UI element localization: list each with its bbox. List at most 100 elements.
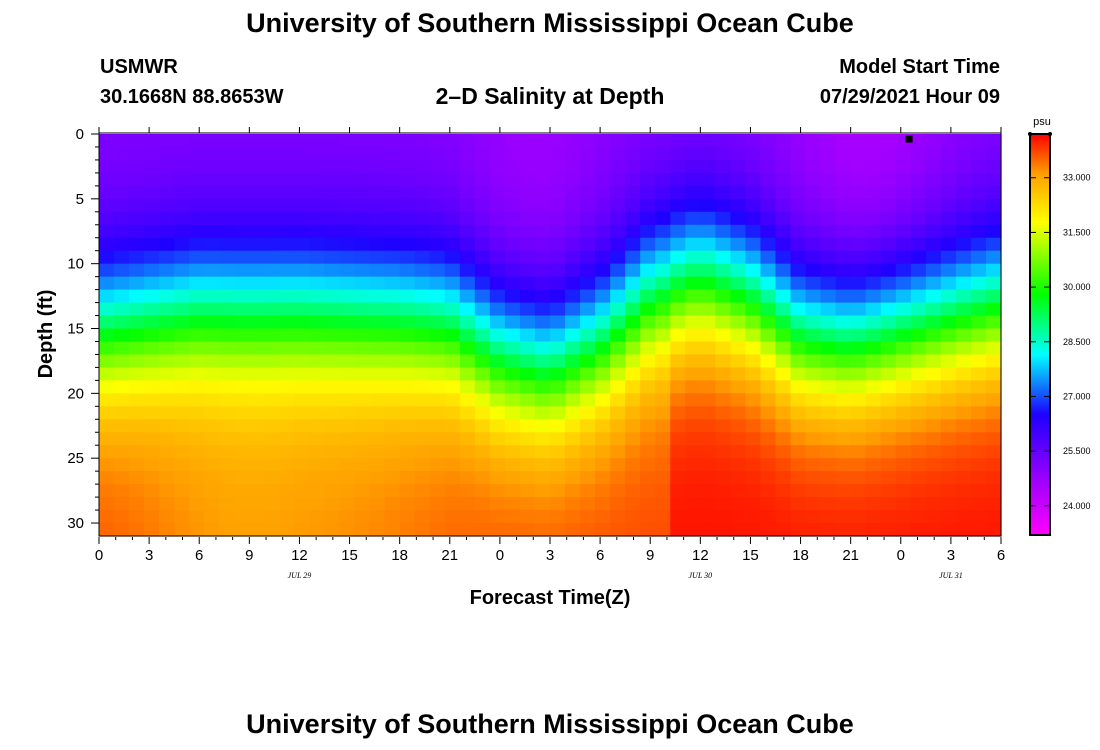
heatmap-cell bbox=[504, 250, 521, 265]
heatmap-cell bbox=[670, 380, 686, 394]
heatmap-cell bbox=[730, 367, 747, 381]
heatmap-cell bbox=[910, 185, 927, 200]
heatmap-cell bbox=[219, 224, 235, 239]
heatmap-cell bbox=[745, 341, 762, 356]
heatmap-cell bbox=[715, 146, 731, 161]
heatmap-cell bbox=[159, 445, 175, 459]
heatmap-cell bbox=[760, 328, 777, 343]
heatmap-cell bbox=[655, 354, 671, 369]
heatmap-cell bbox=[399, 406, 416, 420]
heatmap-cell bbox=[640, 289, 656, 304]
heatmap-cell bbox=[519, 484, 536, 498]
heatmap-cell bbox=[204, 471, 220, 485]
heatmap-cell bbox=[955, 211, 972, 226]
heatmap-cell bbox=[414, 471, 431, 485]
heatmap-cell bbox=[414, 523, 431, 537]
heatmap-cell bbox=[474, 380, 491, 394]
colorbar-tick-label: 28.500 bbox=[1063, 337, 1091, 347]
heatmap-cell bbox=[114, 328, 130, 343]
heatmap-cell bbox=[534, 302, 551, 317]
heatmap-cell bbox=[985, 471, 1002, 485]
heatmap-cell bbox=[715, 523, 731, 537]
heatmap-cell bbox=[880, 276, 897, 291]
heatmap-cell bbox=[685, 393, 701, 407]
heatmap-cell bbox=[700, 315, 716, 330]
heatmap-cells bbox=[99, 134, 1002, 537]
heatmap-cell bbox=[144, 250, 160, 265]
heatmap-cell bbox=[249, 341, 265, 356]
heatmap-cell bbox=[429, 134, 446, 148]
heatmap-cell bbox=[219, 146, 235, 161]
heatmap-cell bbox=[790, 510, 807, 524]
heatmap-cell bbox=[955, 276, 972, 291]
heatmap-cell bbox=[354, 224, 371, 239]
heatmap-cell bbox=[234, 367, 250, 381]
heatmap-cell bbox=[835, 484, 852, 498]
heatmap-cell bbox=[249, 263, 265, 278]
heatmap-cell bbox=[339, 289, 356, 304]
heatmap-cell bbox=[565, 497, 581, 511]
heatmap-cell bbox=[730, 354, 747, 369]
title-bottom: University of Southern Mississippi Ocean… bbox=[246, 709, 854, 739]
heatmap-cell bbox=[745, 419, 762, 433]
heatmap-cell bbox=[670, 263, 686, 278]
heatmap-cell bbox=[114, 134, 130, 148]
heatmap-cell bbox=[730, 250, 747, 265]
heatmap-cell bbox=[279, 198, 296, 213]
heatmap-cell bbox=[910, 211, 927, 226]
heatmap-cell bbox=[129, 159, 145, 174]
heatmap-cell bbox=[234, 354, 250, 369]
heatmap-cell bbox=[399, 146, 416, 161]
heatmap-cell bbox=[414, 302, 431, 317]
heatmap-cell bbox=[354, 419, 371, 433]
heatmap-cell bbox=[865, 185, 882, 200]
heatmap-cell bbox=[339, 497, 356, 511]
heatmap-cell bbox=[670, 445, 686, 459]
heatmap-cell bbox=[745, 380, 762, 394]
heatmap-cell bbox=[324, 172, 341, 187]
heatmap-cell bbox=[985, 328, 1002, 343]
heatmap-cell bbox=[835, 510, 852, 524]
heatmap-cell bbox=[595, 328, 611, 343]
heatmap-cell bbox=[534, 146, 551, 161]
heatmap-cell bbox=[565, 328, 581, 343]
heatmap-cell bbox=[519, 367, 536, 381]
heatmap-cell bbox=[369, 237, 386, 252]
heatmap-cell bbox=[264, 471, 280, 485]
heatmap-cell bbox=[940, 315, 957, 330]
heatmap-cell bbox=[640, 211, 656, 226]
heatmap-cell bbox=[625, 432, 641, 446]
heatmap-cell bbox=[790, 146, 807, 161]
heatmap-cell bbox=[745, 406, 762, 420]
heatmap-cell bbox=[129, 393, 145, 407]
heatmap-cell bbox=[835, 354, 852, 369]
heatmap-cell bbox=[805, 497, 822, 511]
y-tick-label: 30 bbox=[67, 515, 84, 532]
heatmap-cell bbox=[940, 341, 957, 356]
heatmap-cell bbox=[745, 146, 762, 161]
heatmap-cell bbox=[474, 419, 491, 433]
heatmap-cell bbox=[595, 134, 611, 148]
heatmap-cell bbox=[519, 419, 536, 433]
x-tick-label: 12 bbox=[692, 547, 709, 564]
heatmap-cell bbox=[444, 237, 461, 252]
heatmap-cell bbox=[820, 510, 837, 524]
heatmap-cell bbox=[610, 302, 626, 317]
heatmap-cell bbox=[850, 406, 867, 420]
x-tick-label: 6 bbox=[997, 547, 1005, 564]
heatmap-cell bbox=[474, 224, 491, 239]
heatmap-cell bbox=[760, 497, 777, 511]
heatmap-cell bbox=[595, 302, 611, 317]
heatmap-cell bbox=[429, 172, 446, 187]
heatmap-cell bbox=[459, 185, 476, 200]
heatmap-cell bbox=[489, 471, 506, 485]
heatmap-cell bbox=[685, 159, 701, 174]
heatmap-cell bbox=[144, 523, 160, 537]
heatmap-cell bbox=[369, 393, 386, 407]
heatmap-cell bbox=[970, 237, 987, 252]
heatmap-cell bbox=[790, 250, 807, 265]
heatmap-cell bbox=[595, 380, 611, 394]
heatmap-cell bbox=[910, 134, 927, 148]
heatmap-cell bbox=[970, 458, 987, 472]
heatmap-cell bbox=[294, 263, 311, 278]
